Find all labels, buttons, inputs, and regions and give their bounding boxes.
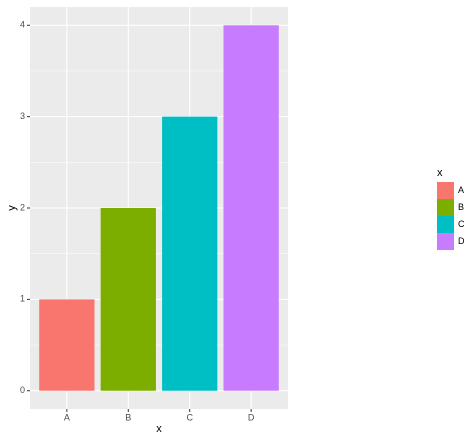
y-tick-label: 4 <box>20 20 25 30</box>
legend-label: D <box>458 236 465 246</box>
legend-label: C <box>458 219 465 229</box>
legend-key <box>437 233 454 250</box>
bar <box>39 299 95 391</box>
legend-key <box>437 216 454 233</box>
y-tick-label: 3 <box>20 111 25 121</box>
legend-key <box>437 182 454 199</box>
x-tick-label: A <box>64 412 70 422</box>
bar <box>223 25 279 391</box>
y-tick-label: 0 <box>20 385 25 395</box>
x-axis-title: x <box>156 423 162 435</box>
x-tick-label: C <box>186 412 193 422</box>
legend-label: B <box>458 202 464 212</box>
y-tick-label: 2 <box>20 202 25 212</box>
x-tick-label: B <box>125 412 131 422</box>
bar <box>162 116 218 391</box>
legend-label: A <box>458 185 464 195</box>
bar <box>100 208 156 391</box>
legend-title: x <box>437 167 443 179</box>
x-tick-label: D <box>248 412 255 422</box>
legend-key <box>437 199 454 216</box>
y-axis-title: y <box>6 205 18 211</box>
y-tick-label: 1 <box>20 294 25 304</box>
